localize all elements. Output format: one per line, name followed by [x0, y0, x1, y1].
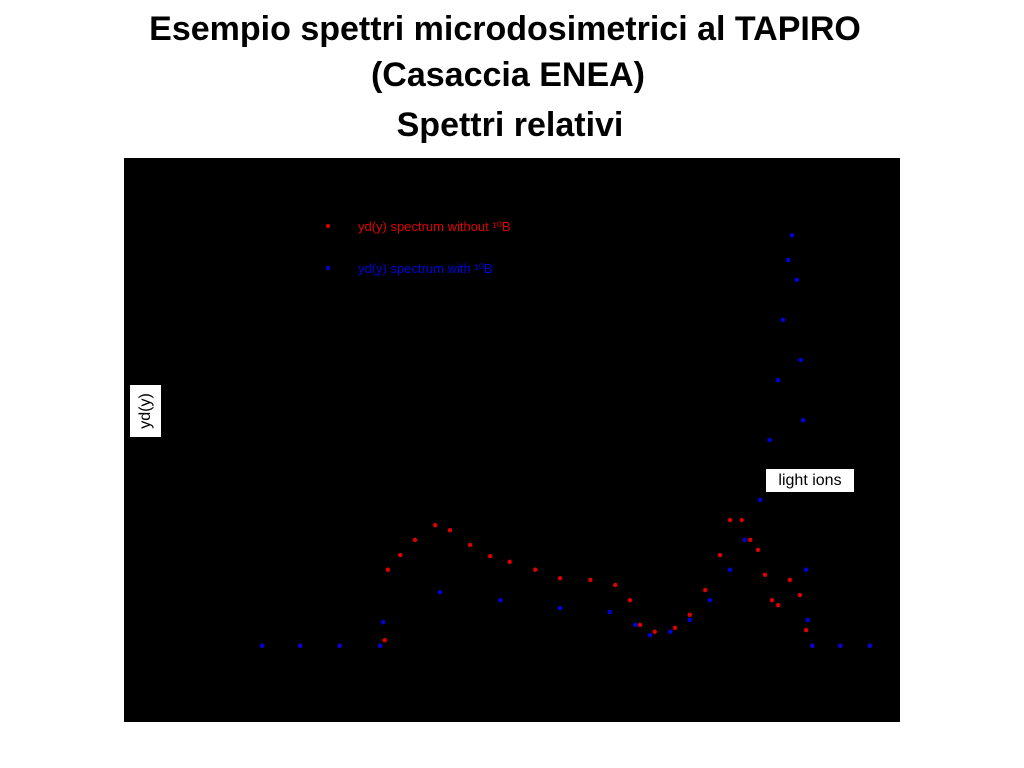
data-point	[786, 257, 791, 263]
data-point	[633, 622, 638, 628]
data-point	[377, 643, 383, 649]
data-point	[447, 528, 453, 533]
data-point	[867, 643, 872, 649]
data-point	[647, 632, 653, 638]
data-point	[739, 517, 744, 523]
data-point	[798, 357, 803, 363]
data-point	[838, 643, 843, 649]
title-line: Esempio spettri microdosimetrici al TAPI…	[149, 10, 861, 48]
y-axis-label: yd(y)	[137, 393, 154, 429]
data-point	[789, 233, 795, 238]
data-point	[637, 622, 643, 628]
data-point	[380, 619, 386, 625]
legend-marker	[326, 224, 330, 228]
data-point	[437, 590, 443, 595]
data-point	[767, 437, 772, 443]
data-point	[775, 603, 781, 608]
data-point	[755, 547, 761, 553]
data-point	[613, 582, 618, 588]
data-point	[498, 597, 503, 603]
data-point	[557, 575, 563, 581]
data-point	[672, 625, 678, 631]
data-point	[803, 567, 809, 572]
data-point	[727, 567, 733, 572]
data-point	[805, 617, 810, 623]
data-point	[533, 567, 538, 572]
data-point	[707, 597, 713, 603]
data-point	[588, 577, 593, 583]
data-point	[557, 605, 563, 611]
data-point	[668, 629, 673, 634]
title-line: (Casaccia ENEA)	[371, 56, 645, 94]
data-point	[762, 572, 768, 577]
annotation: light ions	[778, 472, 841, 489]
data-point	[748, 537, 753, 543]
data-point	[398, 552, 403, 558]
title-line: Spettri relativi	[397, 106, 624, 144]
data-point	[607, 609, 612, 615]
data-point	[507, 559, 512, 565]
data-point	[803, 627, 809, 633]
data-point	[259, 643, 265, 649]
data-point	[467, 542, 473, 548]
data-point	[717, 552, 723, 558]
data-point	[382, 638, 387, 643]
data-point	[687, 612, 692, 618]
data-point	[385, 567, 391, 572]
data-point	[627, 597, 633, 603]
annotation-box	[766, 469, 854, 492]
plot-area	[124, 158, 900, 722]
data-point	[337, 643, 342, 649]
y-label-box	[130, 385, 161, 437]
data-point	[432, 522, 438, 528]
data-point	[758, 497, 763, 502]
data-point	[810, 643, 815, 649]
data-point	[703, 587, 708, 593]
data-point	[800, 418, 806, 423]
data-point	[687, 617, 692, 623]
data-point	[652, 629, 657, 634]
data-point	[780, 317, 786, 323]
data-point	[488, 553, 493, 559]
data-point	[727, 517, 733, 523]
data-point	[787, 577, 793, 583]
data-point	[742, 537, 747, 543]
legend-label: yd(y) spectrum without ¹⁰B	[358, 219, 511, 234]
data-point	[794, 277, 799, 283]
data-point	[769, 597, 775, 603]
legend-label: yd(y) spectrum with ¹⁰B	[358, 261, 493, 276]
data-point	[797, 592, 803, 598]
data-point	[775, 378, 781, 383]
data-point	[412, 537, 418, 543]
data-point	[297, 643, 303, 649]
legend-marker	[326, 266, 330, 270]
